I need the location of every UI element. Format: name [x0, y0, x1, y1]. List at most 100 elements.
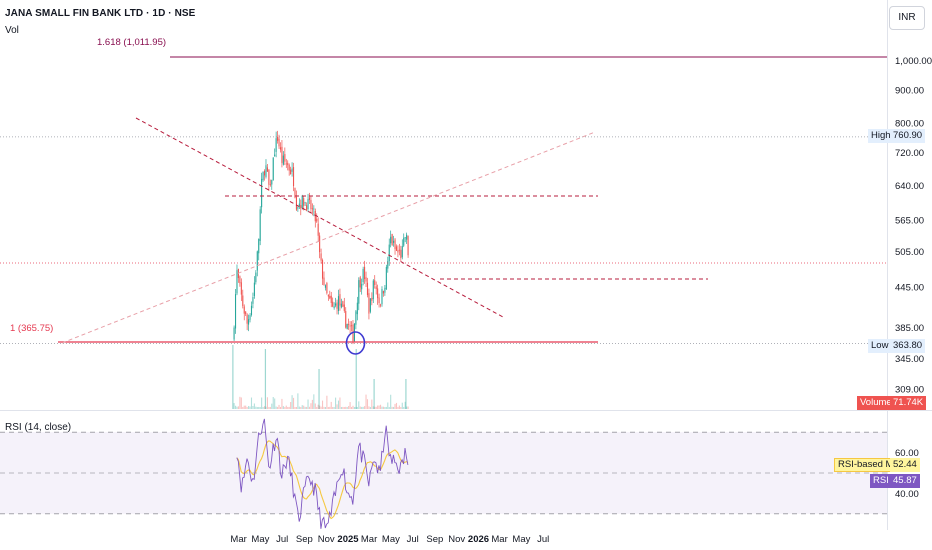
volume-bar — [278, 404, 280, 409]
volume-bar — [304, 406, 306, 409]
volume-bar — [311, 399, 313, 409]
candle-body — [321, 260, 324, 279]
candle-body — [324, 285, 326, 288]
volume-bar — [379, 404, 382, 409]
volume-bar — [348, 406, 350, 409]
volume-bar — [317, 404, 319, 409]
volume-bar — [246, 406, 248, 409]
candle-body — [391, 233, 393, 246]
candle-body — [250, 305, 253, 315]
volume-bar — [271, 403, 273, 409]
volume-bar — [343, 406, 345, 409]
candle-body — [406, 234, 408, 240]
volume-bar — [356, 406, 358, 409]
candle-body — [256, 251, 258, 271]
volume-bar — [307, 399, 309, 409]
volume-bar — [258, 406, 260, 409]
volume-bar — [375, 406, 377, 409]
rsi-indicator-label[interactable]: RSI (14, close) — [5, 422, 72, 433]
volume-bar — [371, 399, 373, 409]
candle-body — [255, 272, 257, 283]
time-tick-label: Mar — [491, 534, 507, 545]
currency-button[interactable]: INR — [889, 6, 925, 30]
volume-spike — [232, 345, 234, 409]
candle-body — [284, 154, 286, 162]
candle-body — [323, 277, 325, 285]
candle-body — [285, 163, 287, 165]
volume-bar — [275, 406, 277, 409]
candle-body — [336, 302, 338, 309]
candle-body — [388, 244, 390, 262]
volume-bar — [250, 397, 253, 409]
volume-bar — [319, 405, 321, 409]
volume-bar — [298, 406, 300, 409]
candle-body — [314, 210, 316, 222]
candle-body — [326, 283, 328, 294]
candle-body — [252, 296, 254, 304]
candle-body — [348, 324, 350, 325]
price-tick-label: 900.00 — [895, 85, 924, 96]
candle-body — [356, 302, 358, 315]
candle-body — [291, 168, 293, 172]
candle-body — [366, 282, 369, 296]
candle-body — [261, 178, 263, 208]
candle-body — [300, 205, 302, 209]
candle-body — [290, 169, 292, 175]
volume-bar — [240, 397, 242, 409]
candle-body — [277, 136, 279, 141]
volume-bar — [342, 406, 344, 409]
volume-spike — [405, 379, 407, 409]
candle-body — [377, 288, 379, 299]
candle-body — [288, 164, 290, 171]
volume-spike — [355, 349, 357, 409]
candle-body — [282, 155, 284, 165]
candle-body — [378, 297, 380, 303]
rsi-tick-label: 40.00 — [895, 489, 919, 500]
volume-bar — [400, 407, 402, 409]
volume-bar — [330, 401, 332, 409]
candle-body — [268, 169, 270, 185]
time-tick-label: May — [382, 534, 400, 545]
volume-bar — [255, 406, 257, 409]
volume-bar — [266, 397, 268, 409]
volume-bar — [300, 406, 302, 409]
volume-bar — [390, 394, 392, 409]
candle-body — [349, 325, 351, 327]
candle-body — [265, 165, 267, 177]
axes: 1,000.00 900.00 800.00 720.00 640.00 565.00 50… — [230, 56, 932, 545]
volume-bar — [313, 394, 315, 409]
volume-bar — [372, 406, 374, 409]
volume-indicator-label[interactable]: Vol — [5, 25, 19, 36]
volume-bar — [394, 403, 396, 409]
candle-body — [259, 209, 261, 241]
price-tick-label: 1,000.00 — [895, 56, 932, 67]
volume-bar — [358, 401, 360, 409]
volume-bar — [326, 395, 328, 409]
time-tick-label: May — [512, 534, 530, 545]
candle-body — [381, 289, 383, 305]
volume-bar — [249, 406, 251, 409]
candle-body — [346, 323, 348, 330]
price-tick-label: 385.00 — [895, 323, 924, 334]
candle-body — [350, 325, 353, 327]
candle-body — [253, 282, 255, 296]
volume-bar — [291, 395, 293, 409]
candle-body — [333, 306, 335, 309]
volume-bar — [295, 406, 297, 409]
time-tick-label: Sep — [426, 534, 443, 545]
candle-body — [332, 301, 334, 307]
volume-bar — [310, 403, 312, 409]
candle-body — [245, 311, 247, 315]
volume-bar — [292, 397, 295, 409]
candle-body — [394, 239, 396, 249]
volume-bar — [368, 406, 370, 409]
volume-value-tag: 71.74K — [890, 396, 927, 410]
volume-bar — [352, 405, 354, 409]
candle-body — [384, 287, 386, 293]
candle-body — [404, 237, 406, 239]
candle-body — [258, 238, 260, 254]
candle-body — [239, 276, 241, 284]
candle-body — [301, 195, 303, 209]
volume-bar — [301, 405, 303, 409]
